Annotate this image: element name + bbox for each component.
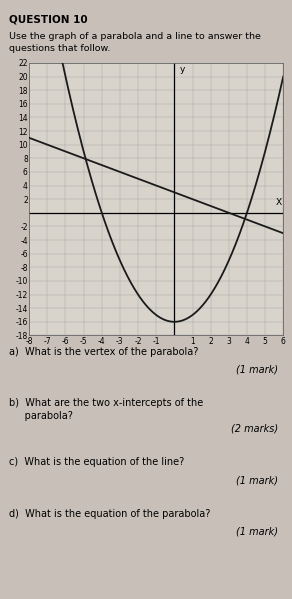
- Text: (1 mark): (1 mark): [236, 476, 278, 485]
- Text: (2 marks): (2 marks): [231, 424, 278, 434]
- Text: Use the graph of a parabola and a line to answer the
questions that follow.: Use the graph of a parabola and a line t…: [9, 32, 261, 53]
- Text: a)  What is the vertex of the parabola?: a) What is the vertex of the parabola?: [9, 347, 198, 356]
- Text: c)  What is the equation of the line?: c) What is the equation of the line?: [9, 458, 184, 467]
- Text: X: X: [275, 198, 281, 207]
- Text: (1 mark): (1 mark): [236, 527, 278, 537]
- Text: y: y: [180, 65, 185, 74]
- Text: d)  What is the equation of the parabola?: d) What is the equation of the parabola?: [9, 509, 210, 519]
- Text: b)  What are the two x-intercepts of the
     parabola?: b) What are the two x-intercepts of the …: [9, 398, 203, 421]
- Text: QUESTION 10: QUESTION 10: [9, 14, 87, 25]
- Text: (1 mark): (1 mark): [236, 365, 278, 374]
